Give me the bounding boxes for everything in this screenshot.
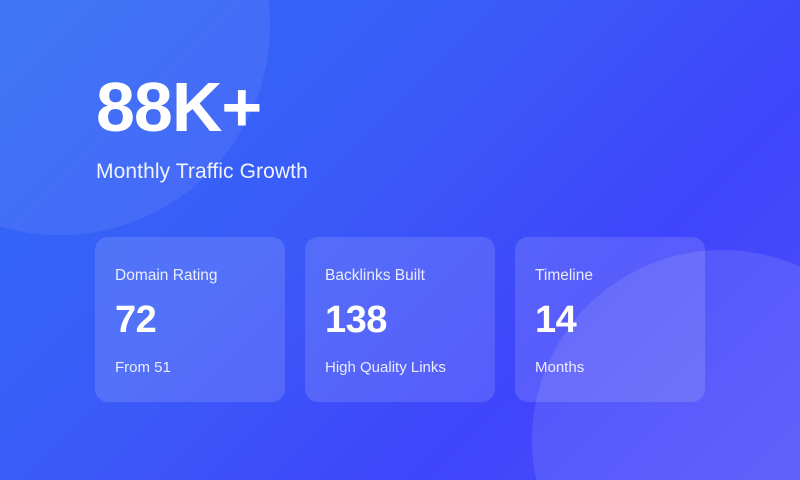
hero-label: Monthly Traffic Growth — [96, 160, 308, 183]
stat-card-domain-rating: Domain Rating 72 From 51 — [95, 237, 285, 402]
stat-card-label: Timeline — [535, 267, 593, 284]
stat-card-list: Domain Rating 72 From 51 Backlinks Built… — [95, 237, 705, 402]
hero-block: 88K+ Monthly Traffic Growth — [96, 72, 308, 184]
stat-card-label: Domain Rating — [115, 267, 218, 284]
stat-card-timeline: Timeline 14 Months — [515, 237, 705, 402]
stat-card-backlinks-built: Backlinks Built 138 High Quality Links — [305, 237, 495, 402]
stat-card-sublabel: High Quality Links — [325, 358, 446, 376]
stat-card-value: 72 — [115, 298, 157, 341]
stat-card-sublabel: From 51 — [115, 358, 171, 376]
stat-card-sublabel: Months — [535, 358, 585, 376]
stat-card-value: 138 — [325, 298, 387, 341]
stat-card-value: 14 — [535, 298, 577, 341]
hero-value: 88K+ — [96, 68, 262, 146]
stat-card-label: Backlinks Built — [325, 267, 425, 284]
